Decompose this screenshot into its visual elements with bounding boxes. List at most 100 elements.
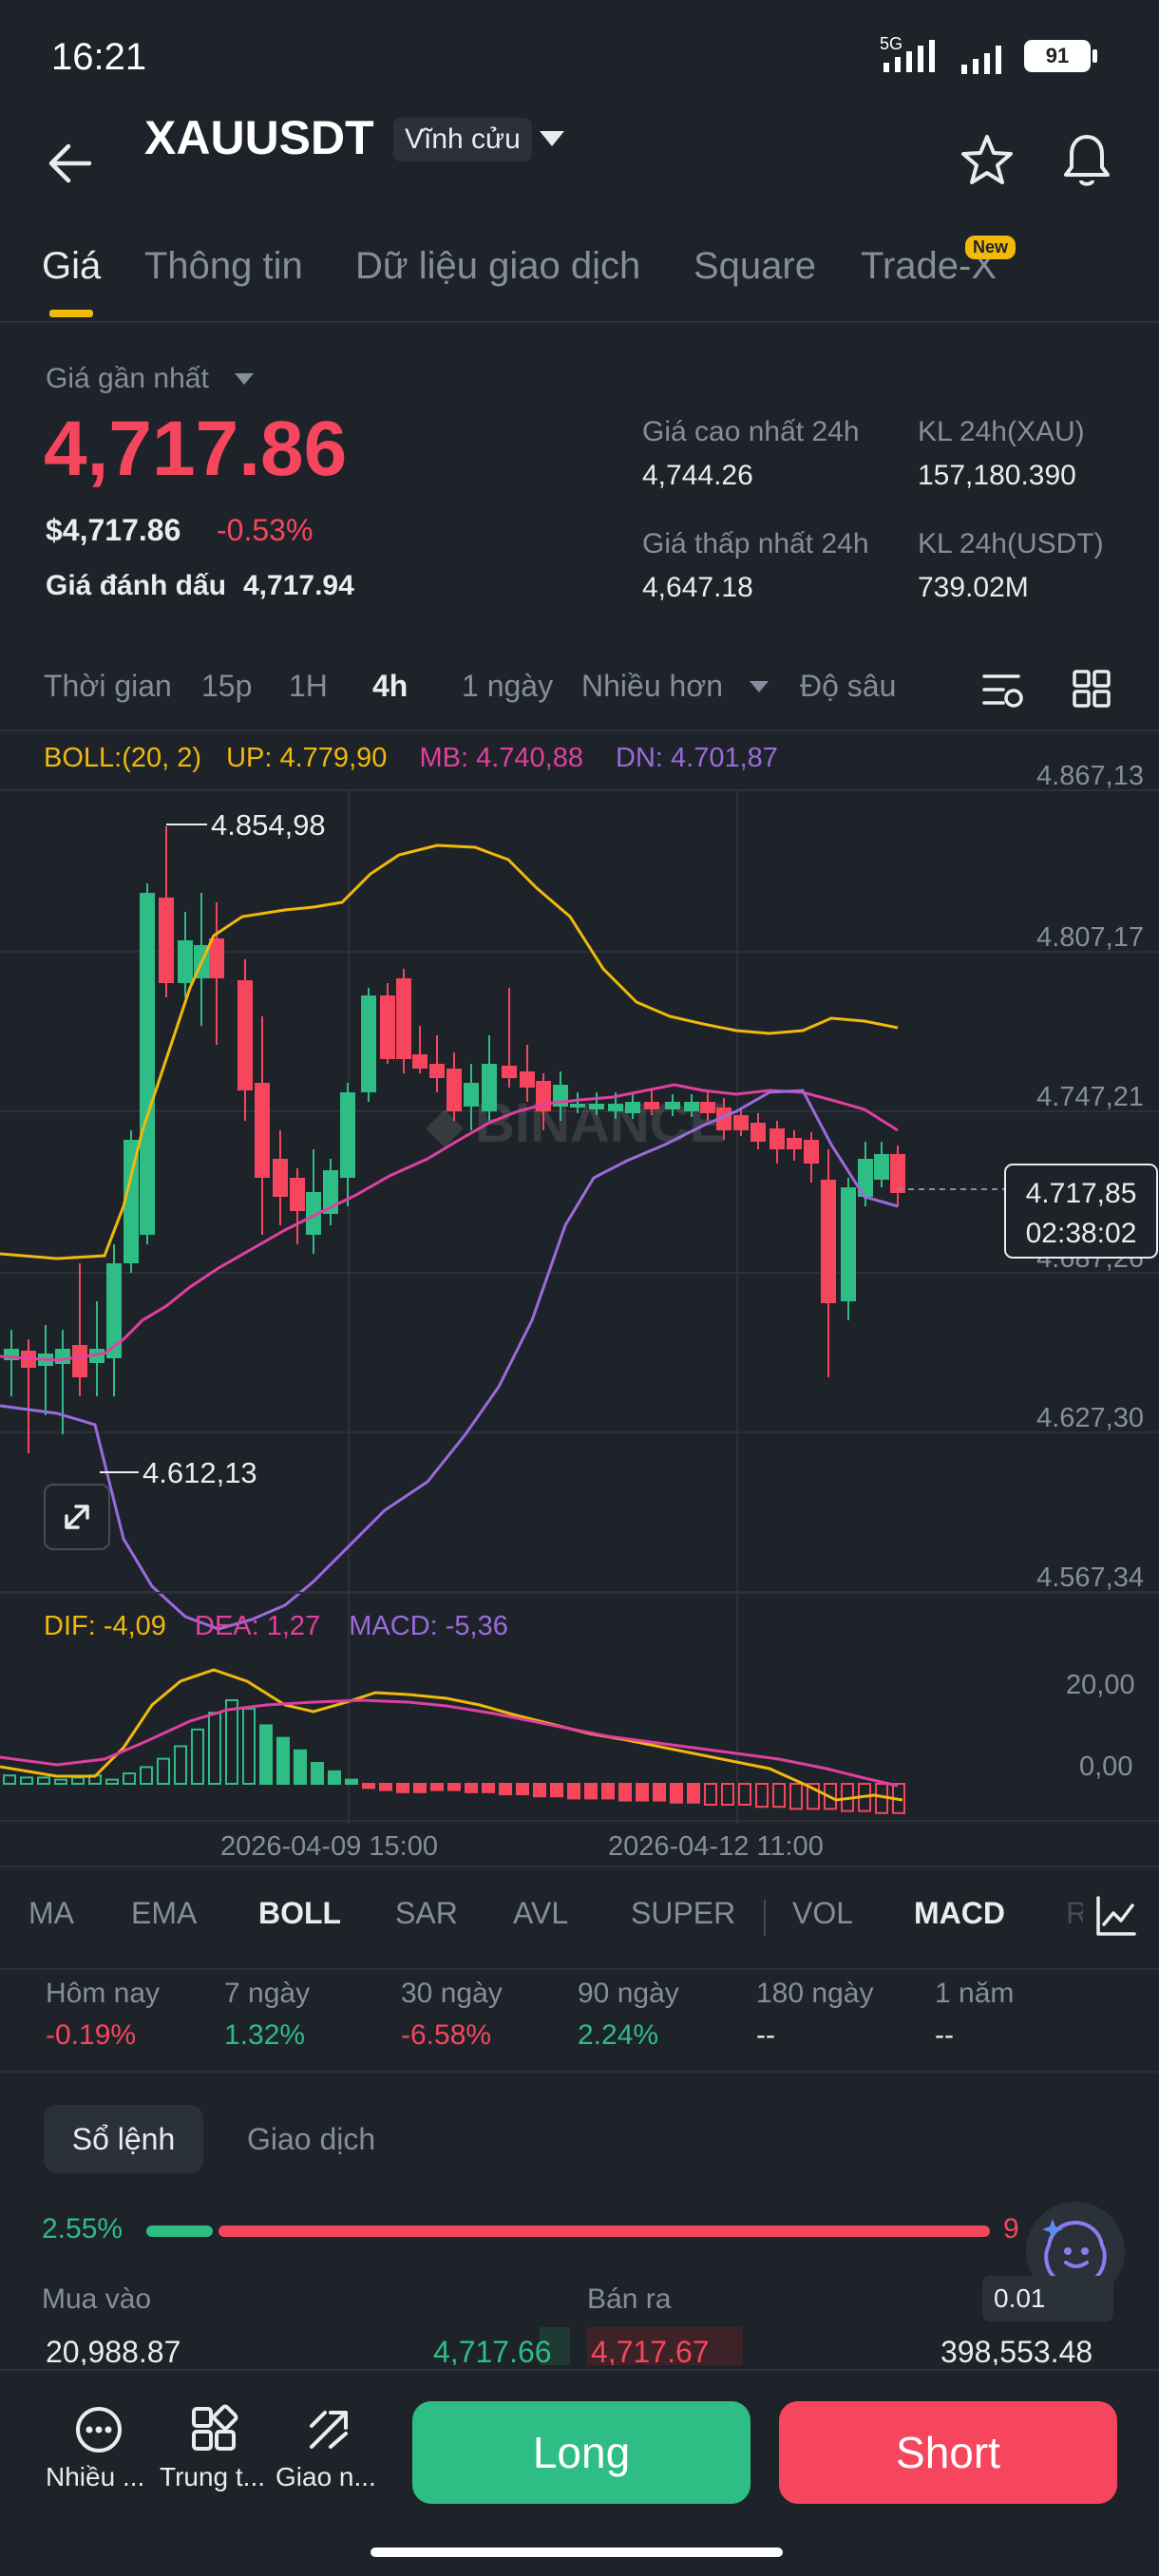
macd-bar <box>533 1783 546 1798</box>
short-label: Short <box>896 2428 1000 2477</box>
candle-body <box>396 978 411 1059</box>
short-button[interactable]: Short <box>779 2401 1117 2504</box>
candle-body <box>787 1138 802 1149</box>
price-step-select[interactable]: 0.01 <box>982 2276 1113 2321</box>
macd-bar <box>413 1783 427 1793</box>
sell-ratio: 9 <box>1003 2213 1019 2245</box>
macd-bar <box>311 1762 324 1785</box>
center-menu[interactable]: Trung t... <box>160 2403 279 2498</box>
macd-bar <box>20 1776 33 1785</box>
tab-trades[interactable]: Giao dịch <box>247 2122 376 2156</box>
candle-body <box>273 1159 288 1197</box>
tab-price[interactable]: Giá <box>42 245 102 287</box>
candle-body <box>608 1104 623 1111</box>
macd-bar <box>105 1778 119 1786</box>
perf-value-1y: -- <box>935 2019 954 2051</box>
candle-body <box>482 1064 497 1111</box>
long-button[interactable]: Long <box>412 2401 750 2504</box>
indicator-r[interactable]: R <box>1066 1896 1089 1930</box>
grid-layout-icon[interactable] <box>1072 669 1112 709</box>
chart-top-divider <box>0 729 1159 731</box>
axis-label-3: 4.747,21 <box>1036 1082 1144 1112</box>
indicator-avl[interactable]: AVL <box>513 1896 569 1930</box>
macd-bar <box>242 1707 256 1785</box>
macd-bar <box>721 1783 734 1806</box>
interval-time[interactable]: Thời gian <box>44 669 172 703</box>
macd-bar <box>772 1783 786 1809</box>
more-menu[interactable]: Nhiều ... <box>38 2403 162 2498</box>
tab-square[interactable]: Square <box>694 245 816 287</box>
interval-15m[interactable]: 15p <box>201 669 253 703</box>
macd-bar <box>157 1757 170 1785</box>
star-icon[interactable] <box>960 133 1015 188</box>
buy-ratio-bar <box>146 2226 213 2237</box>
candle-body <box>178 940 193 983</box>
indicator-boll[interactable]: BOLL <box>258 1896 342 1930</box>
macd-bar <box>482 1783 495 1793</box>
interval-1d[interactable]: 1 ngày <box>462 669 554 703</box>
macd-bar <box>567 1783 580 1800</box>
macd-bar <box>259 1724 273 1785</box>
macd-bar <box>3 1774 16 1785</box>
candle-body <box>209 938 224 978</box>
macd-bar <box>653 1783 666 1802</box>
boll-mb-line <box>0 1083 899 1362</box>
bell-icon[interactable] <box>1058 131 1115 190</box>
expand-chart-button[interactable] <box>44 1484 110 1550</box>
interval-depth[interactable]: Độ sâu <box>800 669 897 703</box>
boll-legend: BOLL:(20, 2) UP: 4.779,90 MB: 4.740,88 D… <box>44 743 778 774</box>
perf-value-90d: 2.24% <box>578 2019 659 2051</box>
mark-price: 4,717.94 <box>243 570 354 601</box>
candle-body <box>684 1102 699 1111</box>
price-change: -0.53% <box>217 513 314 547</box>
macd-legend: DIF: -4,09 DEA: 1,27 MACD: -5,36 <box>44 1611 508 1642</box>
interval-4h[interactable]: 4h <box>372 669 408 703</box>
tab-info[interactable]: Thông tin <box>144 245 303 287</box>
indicator-ma[interactable]: MA <box>28 1896 74 1930</box>
macd-bar <box>499 1783 512 1795</box>
perf-label-30d: 30 ngày <box>401 1978 503 2009</box>
indicator-sar[interactable]: SAR <box>395 1896 458 1930</box>
tab-trading-data[interactable]: Dữ liệu giao dịch <box>355 245 641 287</box>
caret-down-icon[interactable] <box>749 680 770 693</box>
chevron-down-icon[interactable] <box>538 129 566 150</box>
contract-chip[interactable]: Vĩnh cửu <box>393 118 532 161</box>
signal-icon <box>961 46 1001 74</box>
back-arrow-icon[interactable] <box>46 139 95 188</box>
perf-label-today: Hôm nay <box>46 1978 161 2009</box>
chart-settings-icon[interactable] <box>980 669 1024 712</box>
candle-body <box>140 893 155 1235</box>
candle-body <box>429 1064 445 1078</box>
candle-body <box>361 995 376 1092</box>
tabs-divider <box>0 321 1159 323</box>
date-label-1: 2026-04-09 15:00 <box>220 1831 438 1862</box>
macd-bar <box>636 1783 649 1802</box>
candle-body <box>750 1123 766 1142</box>
indicator-chart-icon[interactable] <box>1092 1892 1140 1940</box>
caret-down-icon[interactable] <box>234 372 255 386</box>
indicator-vol[interactable]: VOL <box>792 1896 854 1930</box>
macd-bar <box>191 1728 204 1786</box>
macd-bar <box>140 1766 153 1786</box>
trade-menu[interactable]: Giao n... <box>274 2403 397 2498</box>
battery-icon: 91 <box>1024 40 1091 72</box>
indicator-macd[interactable]: MACD <box>914 1896 1005 1930</box>
macd-bar <box>601 1783 615 1800</box>
last-price-label[interactable]: Giá gần nhất <box>46 363 209 394</box>
candle-body <box>464 1083 479 1107</box>
indicator-super[interactable]: SUPER <box>631 1896 736 1930</box>
interval-1h[interactable]: 1H <box>289 669 328 703</box>
interval-more[interactable]: Nhiều hơn <box>581 669 724 703</box>
home-indicator <box>370 2548 783 2557</box>
symbol-title[interactable]: XAUUSDT <box>144 111 374 164</box>
macd-bar <box>225 1699 238 1785</box>
high-24h: 4,744.26 <box>642 460 753 491</box>
bottom-action-bar: Nhiều ... Trung t... Giao n... Long Shor… <box>0 2369 1159 2504</box>
tab-order-book[interactable]: Sổ lệnh <box>44 2105 203 2173</box>
current-price-label: 4.717,85 <box>1026 1178 1137 1209</box>
macd-bar <box>345 1778 358 1786</box>
indicator-ema[interactable]: EMA <box>131 1896 198 1930</box>
apps-grid-icon <box>192 2404 238 2451</box>
countdown-label: 02:38:02 <box>1026 1218 1137 1249</box>
